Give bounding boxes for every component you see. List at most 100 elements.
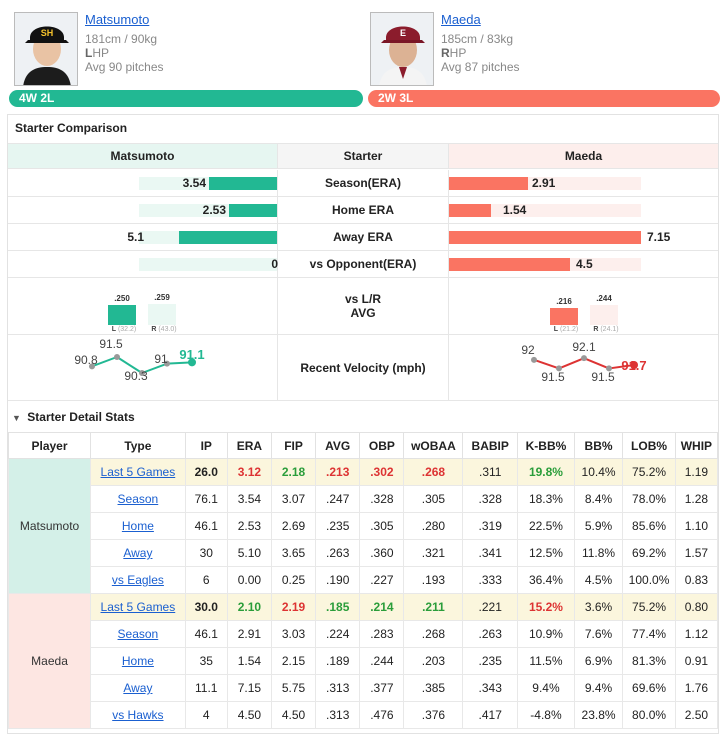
stat-cell: 3.12 xyxy=(226,458,272,486)
detail-stats-toggle[interactable]: ▼ Starter Detail Stats xyxy=(12,410,135,424)
column-header[interactable]: BABIP xyxy=(462,432,519,459)
table-row: Home 35 1.54 2.15.189.244.203.235 11.5% 6.9% 8… xyxy=(9,647,719,675)
split-type-link[interactable]: Away xyxy=(90,674,186,702)
stat-cell: 3.03 xyxy=(270,620,317,648)
stat-cell: 75.2% xyxy=(622,458,676,486)
stat-cell: 7.15 xyxy=(226,674,272,702)
svg-text:E: E xyxy=(400,28,406,38)
column-header[interactable]: BB% xyxy=(573,432,624,459)
stat-cell: .227 xyxy=(359,566,405,594)
stat-cell: 5.10 xyxy=(226,539,272,567)
stat-cell: .185 xyxy=(315,593,361,621)
velocity-segment xyxy=(533,358,560,370)
column-header[interactable]: K-BB% xyxy=(517,432,575,459)
l-split-label: L (32.2) xyxy=(111,326,137,333)
stat-cell: .235 xyxy=(315,512,361,540)
stat-cell: 35 xyxy=(184,647,228,675)
column-header[interactable]: wOBAA xyxy=(403,432,464,459)
velocity-label: 91.5 xyxy=(541,370,565,384)
r-avg-value: .244 xyxy=(596,294,612,303)
caret-down-icon: ▼ xyxy=(12,413,21,423)
split-type-link[interactable]: Away xyxy=(90,539,186,567)
velocity-label: 90.3 xyxy=(124,369,148,383)
stat-cell: .360 xyxy=(359,539,405,567)
home-player-name-link[interactable]: Maeda xyxy=(441,12,481,27)
stat-cell: .213 xyxy=(315,458,361,486)
away-player-photo: SH xyxy=(14,12,78,86)
split-type-link[interactable]: Last 5 Games xyxy=(90,458,186,486)
right-bar xyxy=(449,231,641,244)
stat-cell: 2.10 xyxy=(226,593,272,621)
velocity-point xyxy=(630,361,638,369)
table-row: vs Hawks 4 4.50 4.50.313.476.376.417 -4.8% 23… xyxy=(9,701,719,729)
l-avg-bar xyxy=(108,305,136,325)
comparison-row: Away ERA 5.1 7.15 xyxy=(8,224,718,251)
table-row: vs Eagles 6 0.00 0.25.190.227.193.333 36.4% 4… xyxy=(9,566,719,594)
stat-cell: .476 xyxy=(359,701,405,729)
split-type-link[interactable]: Last 5 Games xyxy=(90,593,186,621)
stat-cell: 2.50 xyxy=(674,701,719,729)
stat-cell: 36.4% xyxy=(517,566,575,594)
player-cell: Maeda xyxy=(7,593,92,729)
stat-cell: 0.25 xyxy=(270,566,317,594)
stat-cell: .305 xyxy=(403,485,464,513)
stat-cell: .302 xyxy=(359,458,405,486)
stat-cell: 30 xyxy=(184,539,228,567)
table-row: Away 11.1 7.15 5.75.313.377.385.343 9.4% 9.4%… xyxy=(9,674,719,702)
stat-cell: .268 xyxy=(403,620,464,648)
stat-cell: 10.4% xyxy=(573,458,624,486)
comparison-left-header: Matsumoto xyxy=(8,144,277,168)
column-header[interactable]: Player xyxy=(7,432,92,459)
column-header[interactable]: OBP xyxy=(359,432,405,459)
split-type-link[interactable]: vs Eagles xyxy=(90,566,186,594)
away-avg-pitches: Avg 90 pitches xyxy=(85,60,164,74)
velocity-segment xyxy=(91,356,118,368)
right-bar xyxy=(449,204,491,217)
column-header[interactable]: IP xyxy=(184,432,228,459)
right-value: 7.15 xyxy=(647,230,671,244)
column-header[interactable]: Type xyxy=(90,432,186,459)
r-avg-bar xyxy=(148,304,176,325)
velocity-segment xyxy=(141,362,168,374)
stat-cell: .190 xyxy=(315,566,361,594)
stat-cell: 1.54 xyxy=(226,647,272,675)
velocity-point xyxy=(581,355,587,362)
stat-cell: 100.0% xyxy=(622,566,676,594)
column-header[interactable]: LOB% xyxy=(622,432,676,459)
home-avg-pitches: Avg 87 pitches xyxy=(441,60,520,74)
velocity-segment xyxy=(558,357,585,370)
away-player-name-link[interactable]: Matsumoto xyxy=(85,12,150,27)
stat-cell: 3.6% xyxy=(573,593,624,621)
stat-cell: 3.65 xyxy=(270,539,317,567)
stat-cell: 7.6% xyxy=(573,620,624,648)
left-bar xyxy=(179,231,277,244)
column-header[interactable]: ERA xyxy=(226,432,272,459)
left-value: 5.1 xyxy=(127,230,144,244)
column-header[interactable]: FIP xyxy=(270,432,317,459)
stat-cell: 77.4% xyxy=(622,620,676,648)
velocity-segment xyxy=(116,356,143,374)
table-row: Season 46.1 2.91 3.03.224.283.268.263 10.9% 7… xyxy=(9,620,719,648)
stat-cell: 78.0% xyxy=(622,485,676,513)
table-row: Matsumoto Last 5 Games 26.0 3.12 2.18.213.30… xyxy=(7,458,719,594)
home-throw-hand: RHP xyxy=(441,46,467,60)
split-type-link[interactable]: Season xyxy=(90,620,186,648)
stat-cell: 69.6% xyxy=(622,674,676,702)
l-avg-value: .250 xyxy=(114,294,130,303)
lr-row: vs L/R AVG xyxy=(8,277,718,335)
stat-cell: 2.18 xyxy=(270,458,317,486)
stat-cell: 15.2% xyxy=(517,593,575,621)
stat-cell: 12.5% xyxy=(517,539,575,567)
split-type-link[interactable]: Season xyxy=(90,485,186,513)
split-type-link[interactable]: vs Hawks xyxy=(90,701,186,729)
split-type-link[interactable]: Home xyxy=(90,647,186,675)
stat-cell: .268 xyxy=(403,458,464,486)
split-type-link[interactable]: Home xyxy=(90,512,186,540)
stat-cell: .263 xyxy=(462,620,519,648)
stat-cell: .211 xyxy=(403,593,464,621)
velocity-point xyxy=(114,354,120,360)
svg-text:SH: SH xyxy=(41,28,54,38)
stat-cell: .313 xyxy=(315,674,361,702)
column-header[interactable]: AVG xyxy=(315,432,361,459)
column-header[interactable]: WHIP xyxy=(674,432,719,459)
